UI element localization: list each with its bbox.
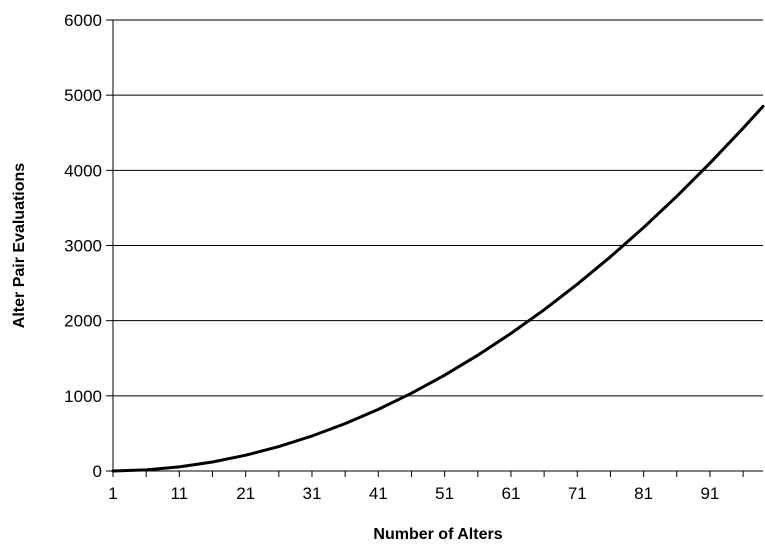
y-tick-labels: 0 1000 2000 3000 4000 5000 6000 [64, 11, 102, 481]
x-axis-label: Number of Alters [373, 526, 502, 543]
series-group [113, 106, 763, 471]
y-axis-label: Alter Pair Evaluations [11, 163, 28, 328]
x-tick-label: 61 [501, 484, 520, 503]
y-tick-label: 1000 [64, 387, 102, 406]
x-tick-label: 21 [236, 484, 255, 503]
y-tick-label: 4000 [64, 161, 102, 180]
x-tick-label: 91 [700, 484, 719, 503]
y-tick-label: 5000 [64, 86, 102, 105]
y-tick-label: 0 [93, 462, 102, 481]
x-tick-labels: 1 11 21 31 41 51 61 71 81 91 [108, 484, 719, 503]
x-tick-label: 41 [369, 484, 388, 503]
y-tick-label: 3000 [64, 237, 102, 256]
x-tick-label: 81 [634, 484, 653, 503]
x-tick-label: 11 [170, 484, 188, 503]
y-tick-label: 2000 [64, 312, 102, 331]
x-tick-label: 51 [435, 484, 454, 503]
x-tick-label: 71 [568, 484, 587, 503]
series-line [113, 106, 763, 471]
axes [106, 20, 763, 477]
x-tick-label: 31 [303, 484, 322, 503]
y-tick-label: 6000 [64, 11, 102, 30]
x-tick-label: 1 [108, 484, 117, 503]
